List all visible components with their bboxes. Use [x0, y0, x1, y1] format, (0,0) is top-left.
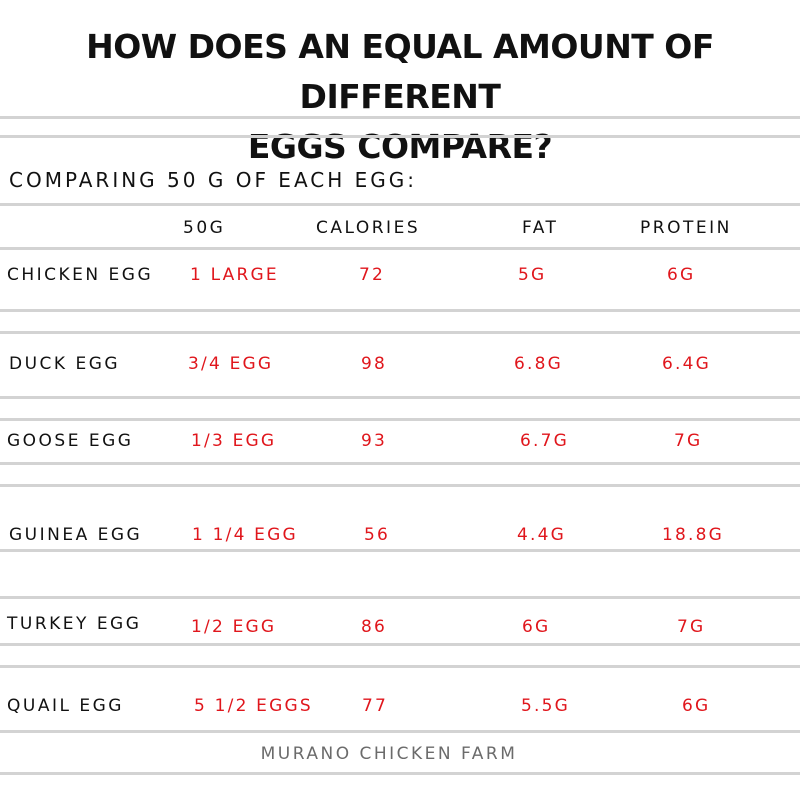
row-label-guinea-egg: GUINEA EGG: [9, 525, 143, 545]
cell-calories: 72: [359, 265, 386, 285]
divider: [0, 643, 800, 646]
cell-amount: 1 LARGE: [190, 265, 279, 285]
divider: [0, 596, 800, 599]
cell-fat: 6.7G: [520, 431, 570, 451]
cell-fat: 4.4G: [517, 525, 567, 545]
cell-protein: 6G: [682, 696, 711, 716]
page-title: HOW DOES AN EQUAL AMOUNT OF DIFFERENT EG…: [0, 22, 800, 172]
cell-fat: 6.8G: [514, 354, 564, 374]
table-subtitle: COMPARING 50 G OF EACH EGG:: [9, 168, 418, 192]
cell-calories: 86: [361, 617, 388, 637]
cell-fat: 5.5G: [521, 696, 571, 716]
column-header-protein: PROTEIN: [640, 218, 732, 238]
column-header-calories: CALORIES: [316, 218, 421, 238]
cell-amount: 3/4 EGG: [188, 354, 274, 374]
cell-calories: 93: [361, 431, 388, 451]
cell-amount: 1 1/4 EGG: [192, 525, 298, 545]
divider: [0, 484, 800, 487]
cell-calories: 56: [364, 525, 391, 545]
divider: [0, 665, 800, 668]
divider: [0, 116, 800, 119]
divider: [0, 396, 800, 399]
divider: [0, 247, 800, 250]
title-line-2: EGGS COMPARE?: [247, 127, 553, 166]
divider: [0, 203, 800, 206]
row-label-chicken-egg: CHICKEN EGG: [7, 265, 154, 285]
column-header-amount: 50G: [183, 218, 226, 238]
cell-protein: 7G: [677, 617, 706, 637]
divider: [0, 309, 800, 312]
divider: [0, 135, 800, 138]
cell-protein: 6.4G: [662, 354, 712, 374]
cell-protein: 18.8G: [662, 525, 725, 545]
cell-fat: 6G: [522, 617, 551, 637]
column-header-fat: FAT: [522, 218, 559, 238]
divider: [0, 772, 800, 775]
row-label-quail-egg: QUAIL EGG: [7, 696, 124, 716]
cell-amount: 1/2 EGG: [191, 617, 277, 637]
divider: [0, 331, 800, 334]
cell-calories: 77: [362, 696, 389, 716]
row-label-duck-egg: DUCK EGG: [9, 354, 121, 374]
divider: [0, 418, 800, 421]
row-label-turkey-egg: TURKEY EGG: [7, 614, 142, 634]
cell-amount: 5 1/2 EGGS: [194, 696, 313, 716]
cell-protein: 7G: [674, 431, 703, 451]
footer-credit: MURANO CHICKEN FARM: [260, 744, 518, 764]
cell-amount: 1/3 EGG: [191, 431, 277, 451]
row-label-goose-egg: GOOSE EGG: [7, 431, 134, 451]
divider: [0, 549, 800, 552]
divider: [0, 730, 800, 733]
cell-fat: 5G: [518, 265, 547, 285]
title-line-1: HOW DOES AN EQUAL AMOUNT OF DIFFERENT: [86, 27, 714, 116]
cell-protein: 6G: [667, 265, 696, 285]
divider: [0, 462, 800, 465]
cell-calories: 98: [361, 354, 388, 374]
